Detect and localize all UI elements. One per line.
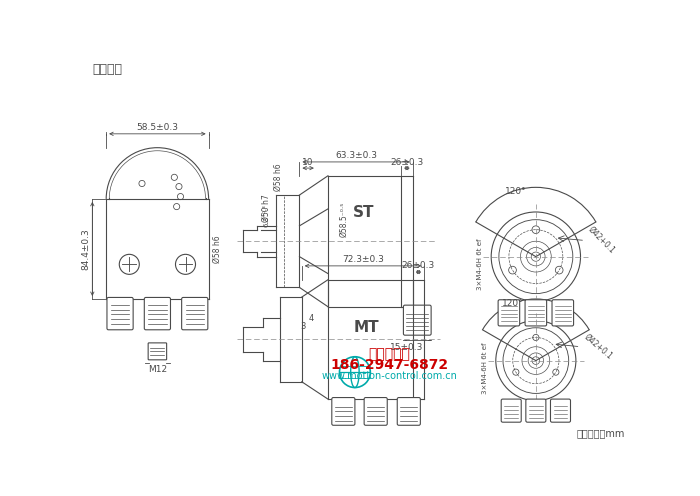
Text: 72.3±0.3: 72.3±0.3 bbox=[342, 254, 384, 263]
FancyBboxPatch shape bbox=[552, 300, 573, 326]
Text: Ø58 h6: Ø58 h6 bbox=[213, 235, 221, 263]
Text: 26±0.3: 26±0.3 bbox=[391, 158, 424, 167]
Text: 3: 3 bbox=[300, 322, 306, 331]
Text: 120°: 120° bbox=[503, 299, 524, 308]
FancyBboxPatch shape bbox=[498, 300, 519, 326]
Text: 58.5±0.3: 58.5±0.3 bbox=[136, 123, 178, 131]
Text: 84.4±0.3: 84.4±0.3 bbox=[81, 228, 90, 270]
FancyBboxPatch shape bbox=[148, 343, 167, 360]
FancyBboxPatch shape bbox=[526, 399, 546, 422]
FancyBboxPatch shape bbox=[403, 305, 431, 335]
Text: Ø42+0.1: Ø42+0.1 bbox=[582, 332, 614, 361]
Text: Ø58 h6: Ø58 h6 bbox=[274, 164, 282, 191]
Text: 15±0.3: 15±0.3 bbox=[390, 343, 424, 352]
Text: 6.3⁺⁰·³: 6.3⁺⁰·³ bbox=[264, 204, 270, 227]
Text: 3×M4-6H 6t ef: 3×M4-6H 6t ef bbox=[482, 343, 488, 394]
Text: 西安德伍拓: 西安德伍拓 bbox=[369, 347, 410, 362]
FancyBboxPatch shape bbox=[501, 399, 522, 422]
Text: 3×M4-6H 6t ef: 3×M4-6H 6t ef bbox=[477, 239, 484, 290]
FancyBboxPatch shape bbox=[364, 398, 387, 425]
Text: Ø50 h7: Ø50 h7 bbox=[262, 194, 271, 222]
Text: 26±0.3: 26±0.3 bbox=[402, 261, 435, 270]
FancyBboxPatch shape bbox=[107, 298, 133, 330]
Text: MT: MT bbox=[354, 320, 379, 335]
Text: 10: 10 bbox=[302, 158, 314, 167]
Text: 186-2947-6872: 186-2947-6872 bbox=[330, 358, 449, 372]
Text: ST: ST bbox=[353, 205, 375, 220]
Text: M12: M12 bbox=[148, 365, 167, 374]
FancyBboxPatch shape bbox=[550, 399, 570, 422]
Text: www.motion-control.com.cn: www.motion-control.com.cn bbox=[321, 371, 458, 381]
Text: Ø42+0.1: Ø42+0.1 bbox=[587, 225, 617, 255]
Text: Ø58.5⁻⁰·⁵: Ø58.5⁻⁰·⁵ bbox=[340, 202, 349, 238]
FancyBboxPatch shape bbox=[182, 298, 208, 330]
Text: 120°: 120° bbox=[505, 187, 527, 196]
Text: 4: 4 bbox=[309, 314, 314, 323]
FancyBboxPatch shape bbox=[332, 398, 355, 425]
Text: 同步法兰: 同步法兰 bbox=[92, 62, 122, 75]
Text: 尺寸单位：mm: 尺寸单位：mm bbox=[577, 429, 625, 438]
FancyBboxPatch shape bbox=[398, 398, 420, 425]
FancyBboxPatch shape bbox=[144, 298, 171, 330]
FancyBboxPatch shape bbox=[525, 300, 547, 326]
Text: 63.3±0.3: 63.3±0.3 bbox=[335, 151, 377, 160]
